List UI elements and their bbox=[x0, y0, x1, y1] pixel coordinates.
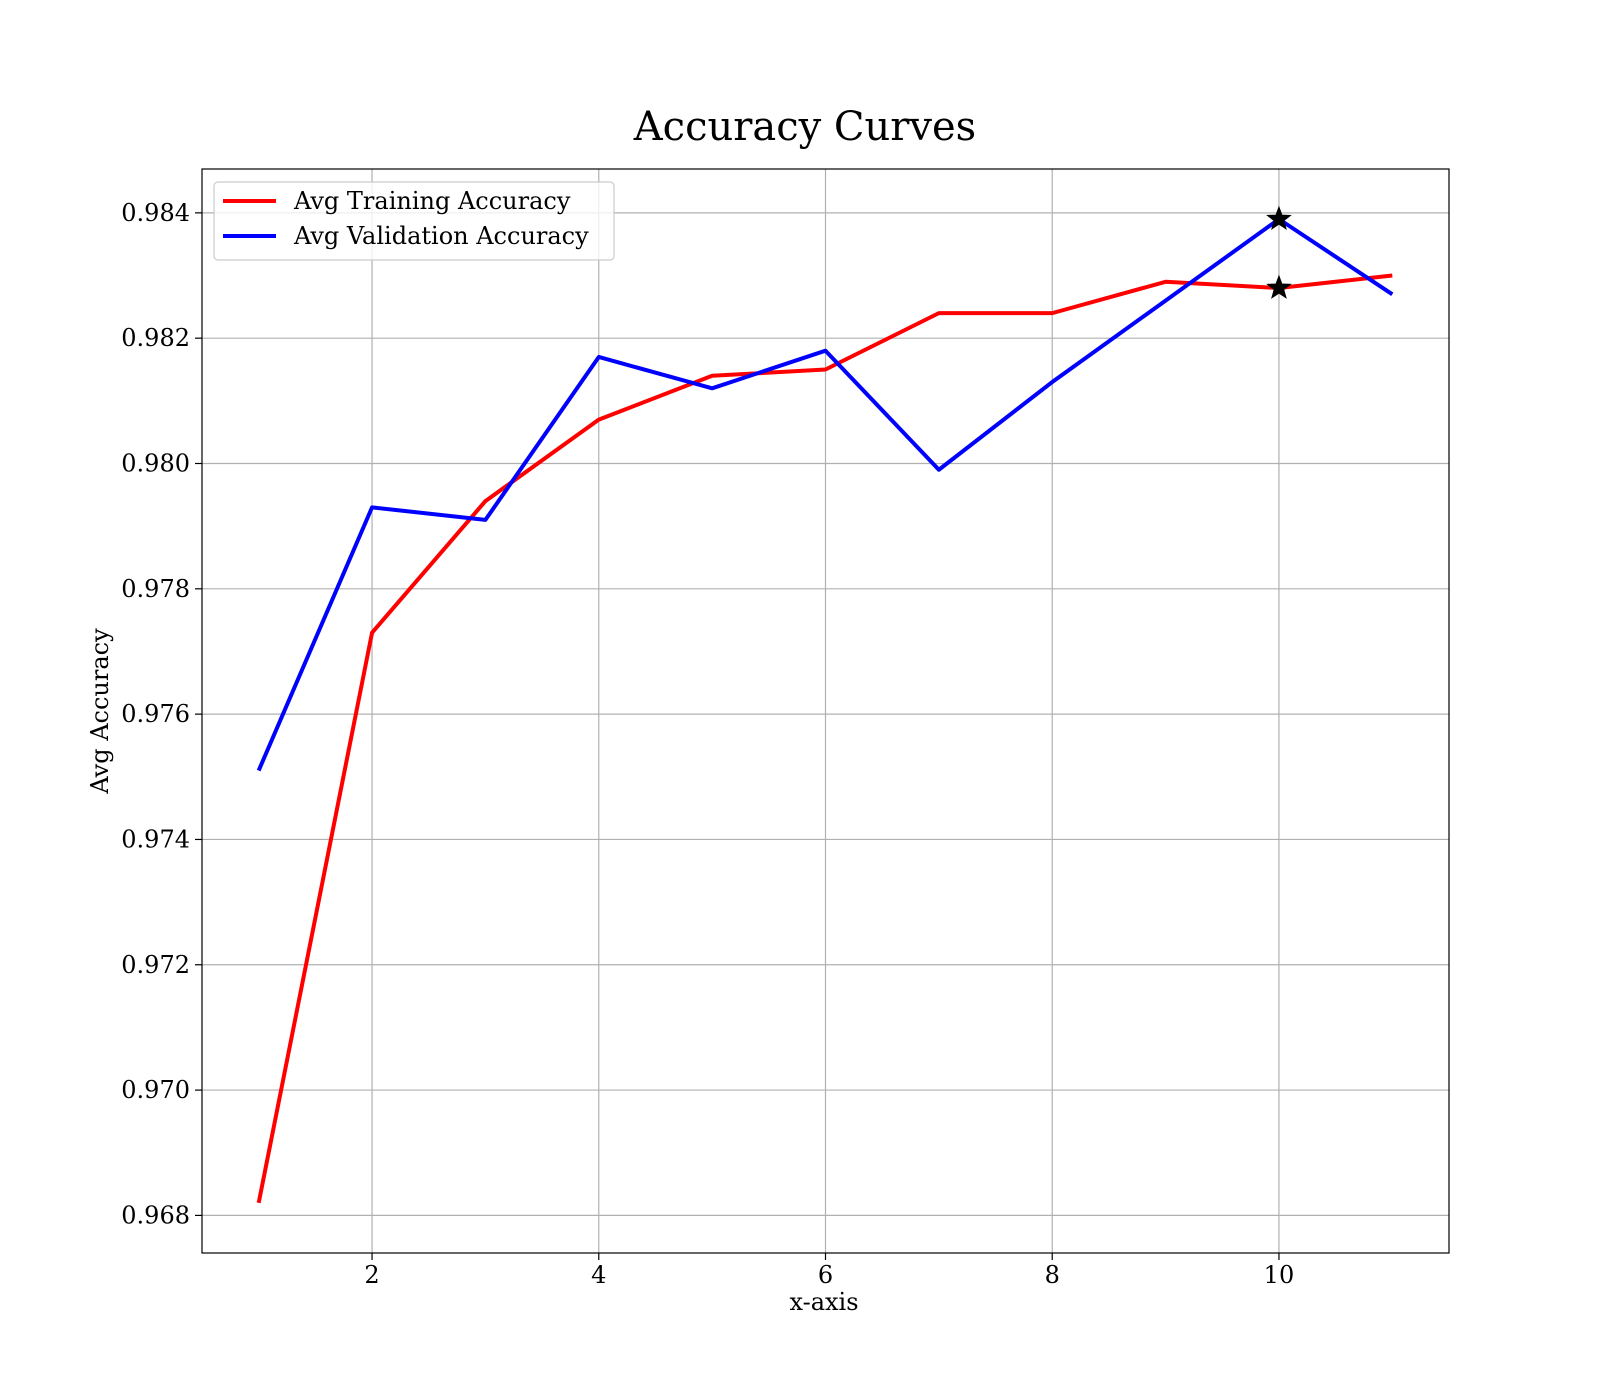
x-tick-label: 4 bbox=[591, 1261, 606, 1289]
x-axis-label: x-axis bbox=[789, 1288, 858, 1316]
y-tick-label: 0.970 bbox=[121, 1076, 190, 1104]
chart-title: Accuracy Curves bbox=[633, 104, 976, 150]
legend-box bbox=[213, 181, 615, 261]
series-line-avg-training-accuracy bbox=[256, 273, 1393, 1204]
legend-label-training: Avg Training Accuracy bbox=[293, 187, 571, 215]
x-tick-label: 10 bbox=[1264, 1261, 1295, 1289]
x-tick-label: 6 bbox=[818, 1261, 833, 1289]
y-tick-label: 0.978 bbox=[121, 575, 190, 603]
y-tick-label: 0.984 bbox=[121, 199, 190, 227]
y-tick-label: 0.982 bbox=[121, 324, 190, 352]
x-tick-label: 2 bbox=[364, 1261, 379, 1289]
y-tick-label: 0.968 bbox=[121, 1201, 190, 1229]
y-axis-label: Avg Accuracy bbox=[86, 628, 114, 795]
legend-label-validation: Avg Validation Accuracy bbox=[293, 222, 589, 250]
series-lines bbox=[256, 217, 1394, 1204]
y-tick-label: 0.976 bbox=[121, 700, 190, 728]
axis-ticks: 2 4 6 8 10 0.968 0.970 0.972 0.974 0.976 0.978 0.98… bbox=[121, 199, 1294, 1289]
y-tick-label: 0.980 bbox=[121, 449, 190, 477]
y-tick-label: 0.974 bbox=[121, 825, 190, 853]
best-point-star-marker bbox=[1266, 274, 1292, 299]
legend: Avg Training Accuracy Avg Validation Acc… bbox=[213, 181, 615, 261]
series-line-avg-validation-accuracy bbox=[256, 217, 1394, 772]
x-tick-label: 8 bbox=[1045, 1261, 1060, 1289]
y-tick-label: 0.972 bbox=[121, 951, 190, 979]
best-markers bbox=[1266, 205, 1292, 299]
best-point-star-marker bbox=[1266, 205, 1292, 231]
